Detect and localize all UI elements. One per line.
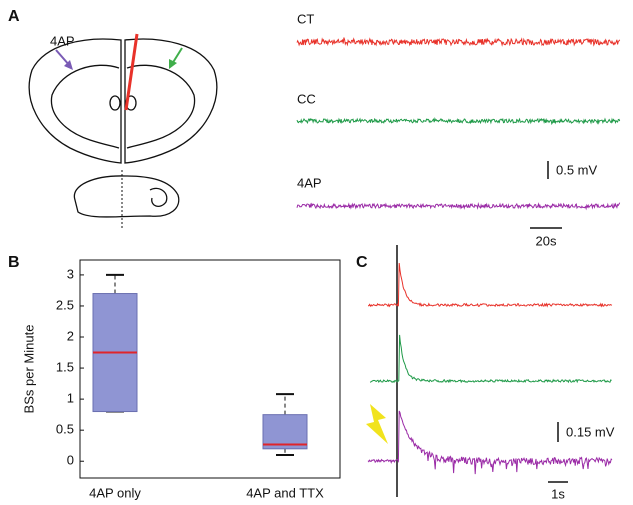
trace [368,411,612,474]
trace [297,119,620,124]
trace [297,203,620,209]
y-axis-label: BSs per Minute [21,325,36,414]
x-tick-label: 4AP and TTX [246,485,324,500]
y-tick-label: 3 [67,266,74,281]
scale-label: 1s [551,486,565,501]
trace-label: 4AP [297,175,322,190]
x-tick-label: 4AP only [89,485,141,500]
y-tick-label: 2.5 [56,297,74,312]
y-tick-label: 2 [67,328,74,343]
y-tick-label: 1 [67,391,74,406]
trace-label: CC [297,91,316,106]
panel-label: B [8,254,20,271]
y-tick-label: 1.5 [56,360,74,375]
trace [297,38,620,46]
scale-label: 20s [536,233,557,248]
trace [370,335,612,382]
scale-label: 0.5 mV [556,162,598,177]
brain-diagram [29,34,217,228]
injection-label: 4AP [50,33,75,48]
y-tick-label: 0 [67,453,74,468]
stimulus-icon [366,404,388,444]
trace-label: CT [297,11,314,26]
panel-label: A [8,8,20,25]
y-tick-label: 0.5 [56,422,74,437]
trace [368,263,612,306]
panel-label: C [356,254,368,271]
scale-label: 0.15 mV [566,424,615,439]
